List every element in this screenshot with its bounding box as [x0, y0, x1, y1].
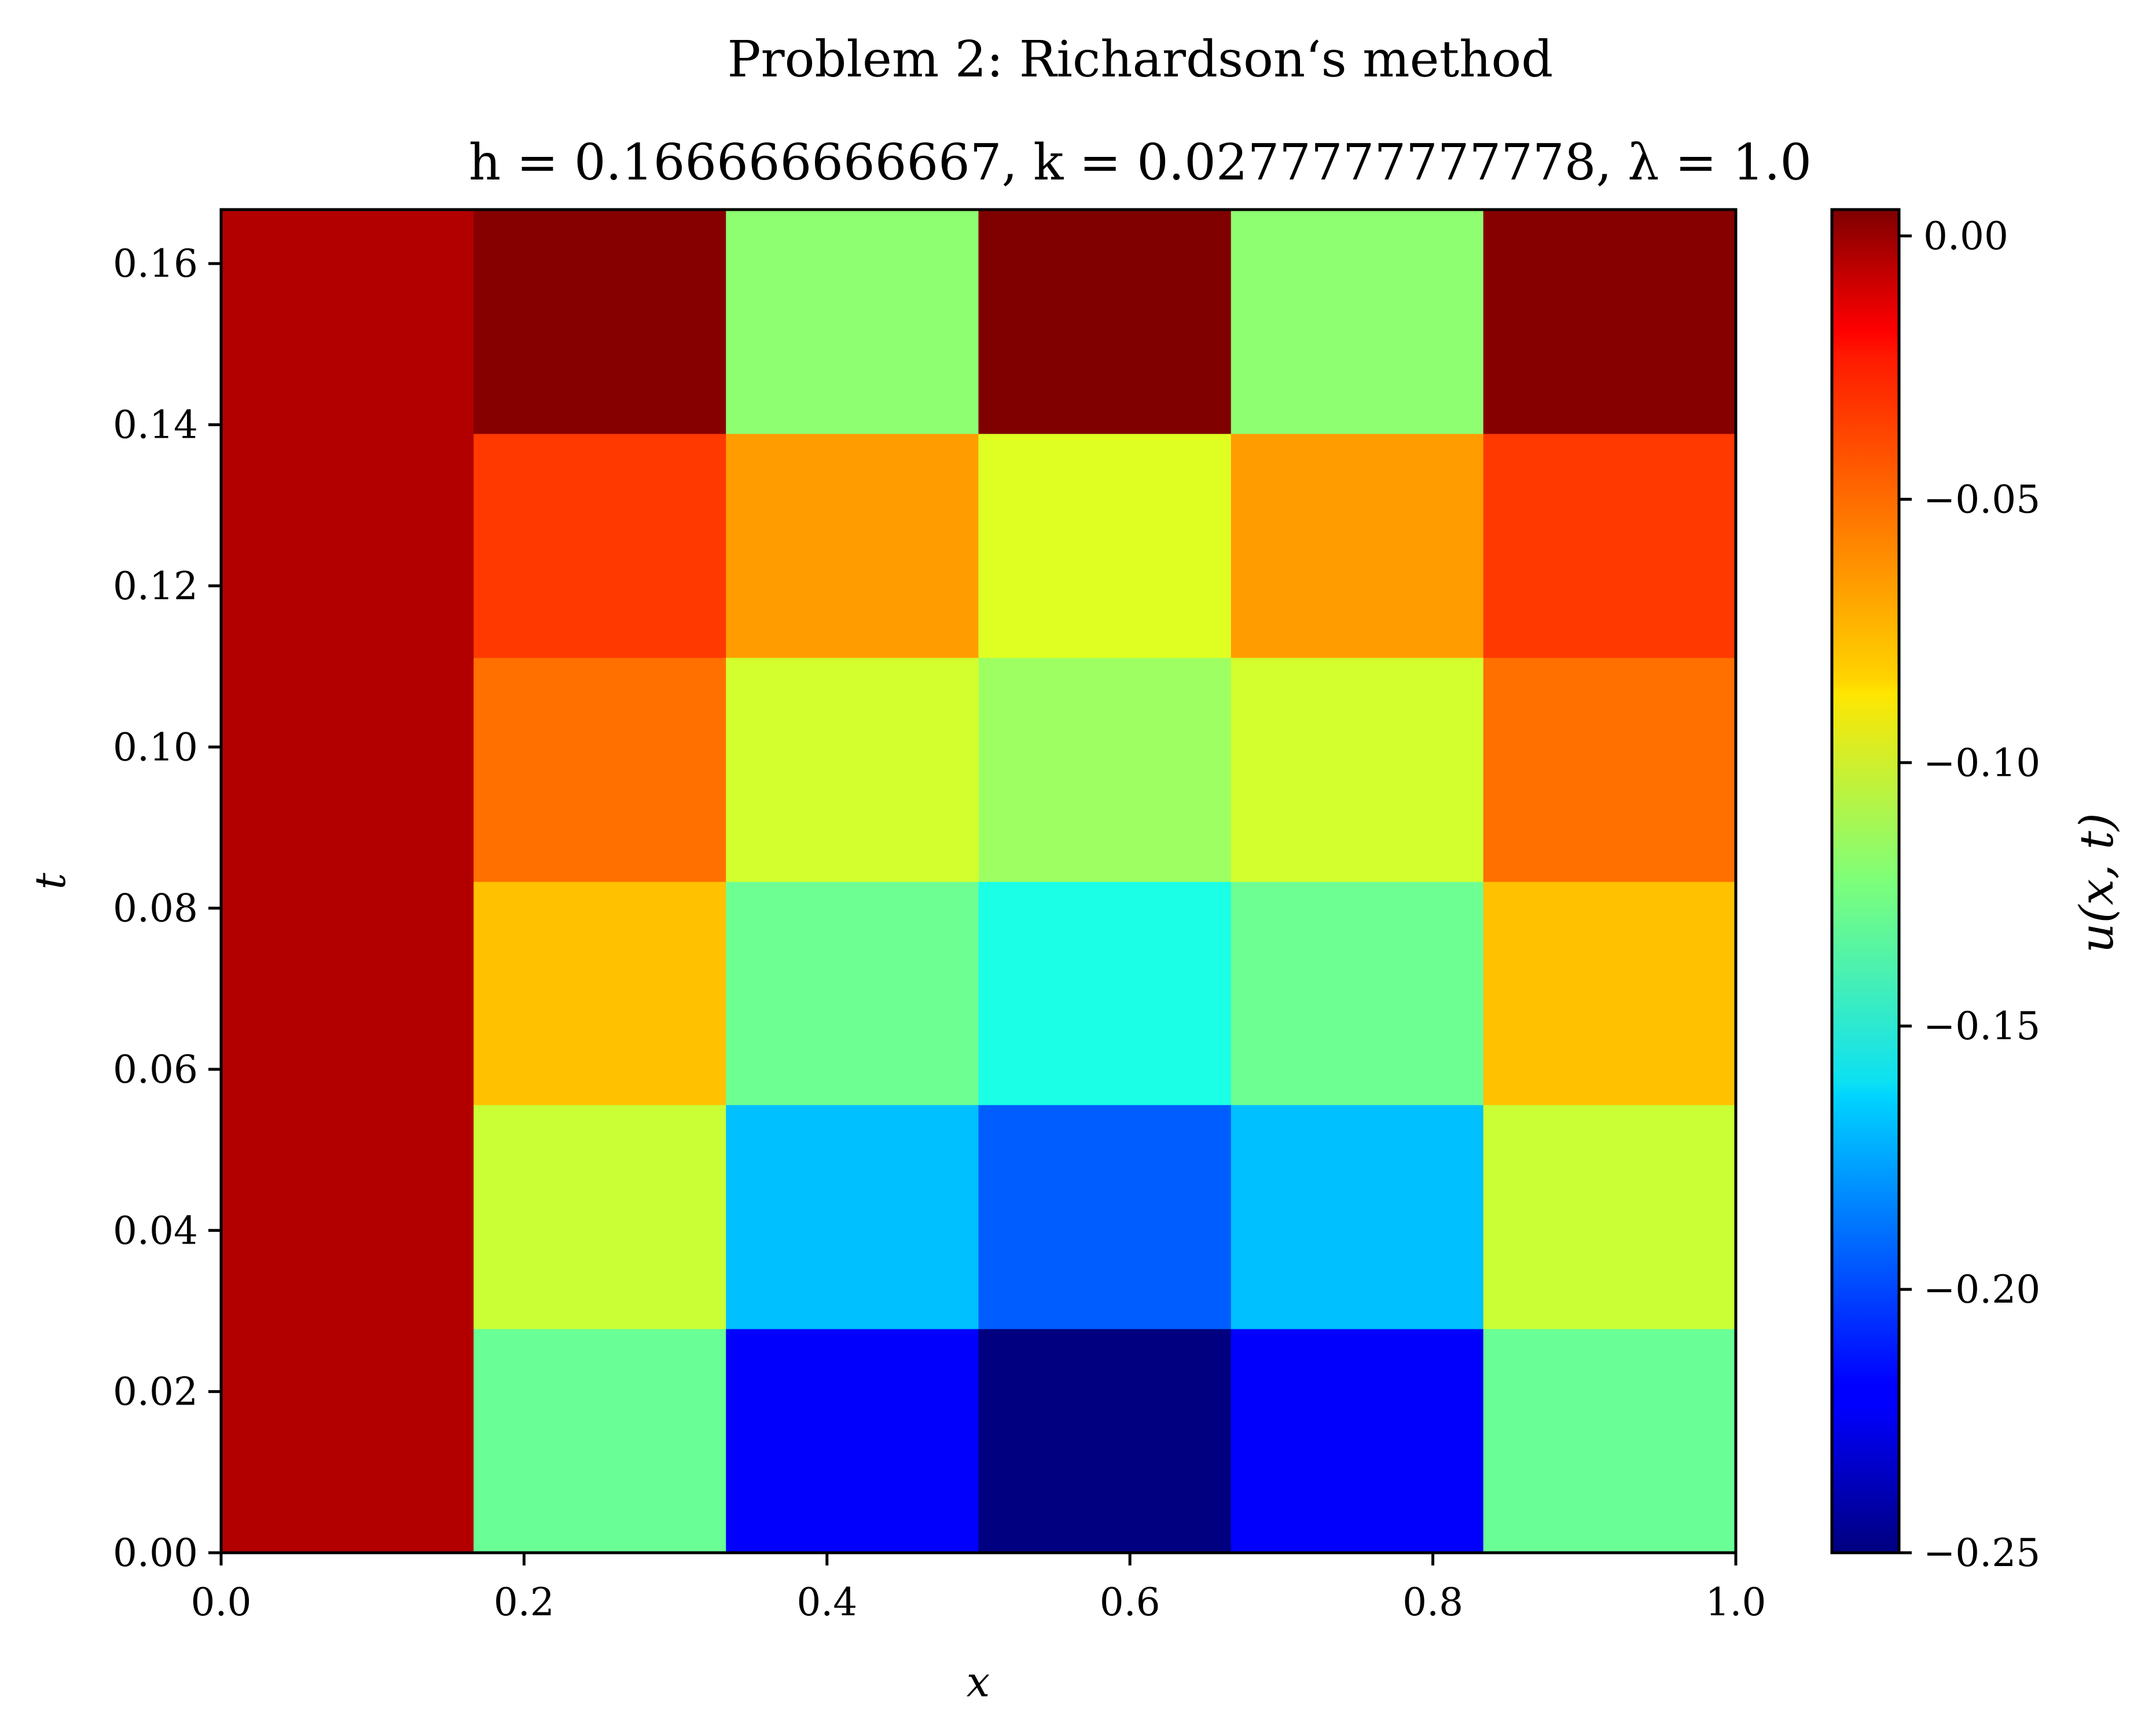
heatmap-cell	[1231, 657, 1484, 882]
heatmap-cell	[1483, 210, 1736, 434]
heatmap-cell	[978, 881, 1232, 1105]
heatmap-cell	[221, 1329, 474, 1553]
y-tick-label: 0.04	[113, 1208, 198, 1253]
heatmap-cell	[221, 433, 474, 658]
heatmap-cell	[473, 1105, 726, 1329]
colorbar	[1830, 208, 1901, 1554]
y-tick-label: 0.14	[113, 403, 198, 448]
heatmap-cell	[473, 210, 726, 434]
colorbar-tick-label: −0.20	[1923, 1267, 2040, 1312]
heatmap-cell	[978, 1329, 1232, 1553]
heatmap-cell	[473, 657, 726, 882]
heatmap-cell	[473, 433, 726, 658]
heatmap-cell	[726, 210, 979, 434]
heatmap-cell	[978, 210, 1232, 434]
colorbar-tick-label: −0.15	[1923, 1004, 2040, 1048]
heatmap-cell	[1483, 1329, 1736, 1553]
heatmap-cell	[726, 657, 979, 882]
y-tick-label: 0.00	[113, 1531, 198, 1575]
heatmap-cell	[978, 657, 1232, 882]
heatmap-cell	[1231, 210, 1484, 434]
y-axis-label: t	[26, 872, 75, 889]
heatmap-cell	[1483, 1105, 1736, 1329]
x-axis-ticks: 0.0 0.2 0.4 0.6 0.8 1.0	[191, 1553, 1766, 1625]
heatmap-cell	[978, 1105, 1232, 1329]
colorbar-label: u(x, t)	[2070, 813, 2124, 953]
heatmap-cell	[726, 881, 979, 1105]
heatmap-cell	[221, 1105, 474, 1329]
y-tick-label: 0.08	[113, 886, 198, 931]
x-axis-label: x	[967, 1658, 990, 1706]
heatmap-cells	[221, 210, 1736, 1553]
heatmap-cell	[1231, 1105, 1484, 1329]
y-tick-label: 0.10	[113, 725, 198, 769]
x-tick-label: 0.8	[1402, 1580, 1463, 1625]
y-axis-ticks: 0.00 0.02 0.04 0.06 0.08 0.10 0.12 0.14 0.16	[113, 241, 221, 1575]
heatmap-cell	[473, 1329, 726, 1553]
heatmap-cell	[1231, 433, 1484, 658]
chart-title: Problem 2: Richardson‘s method	[728, 31, 1553, 89]
chart-subtitle: h = 0.166666666667, k = 0.0277777777778,…	[469, 134, 1812, 192]
colorbar-tick-label: 0.00	[1923, 214, 2008, 258]
colorbar-tick-label: −0.10	[1923, 740, 2040, 785]
x-tick-label: 0.4	[796, 1580, 857, 1625]
heatmap-cell	[978, 433, 1232, 658]
heatmap-cell	[221, 210, 474, 434]
colorbar-tick-label: −0.25	[1923, 1531, 2040, 1575]
heatmap-cell	[1483, 657, 1736, 882]
x-tick-label: 0.6	[1100, 1580, 1160, 1625]
heatmap-cell	[473, 881, 726, 1105]
y-tick-label: 0.02	[113, 1370, 198, 1414]
heatmap-cell	[1231, 1329, 1484, 1553]
heatmap-cell	[221, 881, 474, 1105]
heatmap-cell	[221, 657, 474, 882]
x-tick-label: 0.2	[494, 1580, 554, 1625]
heatmap-cell	[1483, 433, 1736, 658]
colorbar-ticks: 0.00 −0.05 −0.10 −0.15 −0.20 −0.25	[1899, 214, 2040, 1575]
y-tick-label: 0.16	[113, 241, 198, 286]
heatmap-cell	[1483, 881, 1736, 1105]
colorbar-tick-label: −0.05	[1923, 477, 2040, 522]
heatmap-cell	[726, 1105, 979, 1329]
x-tick-label: 1.0	[1706, 1580, 1766, 1625]
y-tick-label: 0.06	[113, 1047, 198, 1092]
heatmap-cell	[726, 433, 979, 658]
plot-frame	[219, 208, 1738, 1554]
x-tick-label: 0.0	[191, 1580, 252, 1625]
heatmap-cell	[726, 1329, 979, 1553]
y-tick-label: 0.12	[113, 564, 198, 608]
heatmap-cell	[1231, 881, 1484, 1105]
